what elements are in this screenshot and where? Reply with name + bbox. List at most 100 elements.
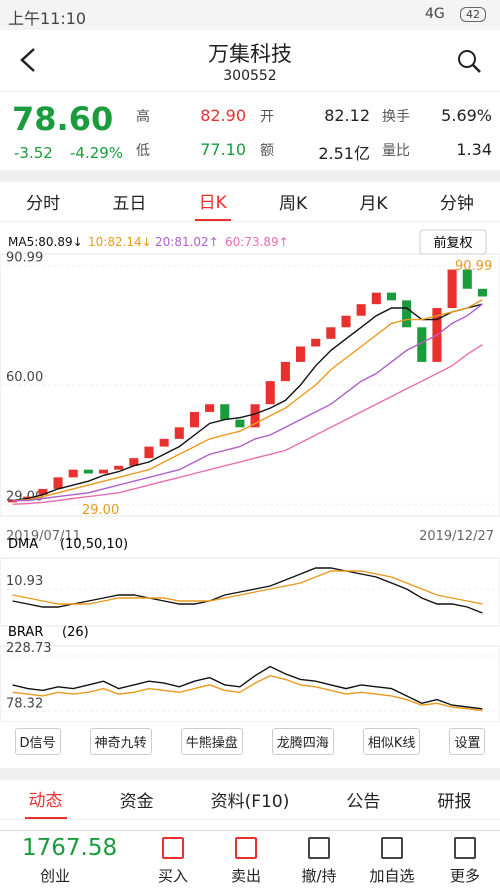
button-frame: [419, 229, 487, 255]
action-icon[interactable]: [381, 837, 403, 859]
tool-button[interactable]: 设置: [449, 727, 486, 755]
action-icon[interactable]: [162, 837, 184, 859]
period-tab[interactable]: 月K: [359, 194, 388, 214]
tool-button[interactable]: 相似K线: [362, 727, 421, 755]
y-tick-label: 60.00: [6, 370, 43, 385]
period-tab[interactable]: 分时: [26, 194, 61, 214]
candle: [53, 477, 63, 489]
candle: [174, 427, 184, 439]
period-tab[interactable]: 五日: [112, 194, 147, 214]
info-tab[interactable]: 动态: [24, 780, 67, 819]
candle: [326, 327, 336, 339]
stat-value: 77.10: [200, 140, 246, 159]
candle: [280, 361, 290, 382]
candle: [38, 488, 48, 495]
line-series: [12, 303, 483, 502]
info-tab[interactable]: 资料(F10): [210, 792, 290, 812]
stock-name: 万集科技: [208, 42, 292, 66]
indicator-name[interactable]: DMA: [8, 537, 38, 552]
info-tab[interactable]: 研报: [437, 792, 472, 812]
action-label[interactable]: 撤/持: [301, 867, 337, 885]
indicator-name[interactable]: BRAR: [8, 625, 43, 640]
index-value: 1767.58: [22, 835, 118, 861]
candle: [341, 315, 351, 328]
price: 78.60: [12, 100, 114, 138]
date-label: 2019/12/27: [419, 529, 494, 544]
indicator-params: (10,50,10): [60, 537, 128, 552]
action-icon[interactable]: [308, 837, 330, 859]
panel-frame: [0, 645, 500, 722]
stat-label: 额: [260, 143, 274, 159]
index-name: 创业: [40, 867, 71, 885]
search-button[interactable]: [456, 48, 482, 74]
tool-button[interactable]: 龙腾四海: [271, 727, 334, 755]
stat-label: 换手: [382, 109, 410, 125]
period-tabs: 分时 五日 日K 周K 月K 分钟: [0, 182, 500, 222]
change: -3.52: [14, 144, 53, 162]
action-label[interactable]: 卖出: [230, 867, 261, 885]
back-button[interactable]: [16, 46, 40, 74]
adjust-button[interactable]: 前复权: [433, 235, 472, 251]
y-tick-label: 78.32: [6, 696, 43, 711]
stat-value: 1.34: [456, 140, 492, 159]
high-marker: 90.99: [455, 259, 492, 274]
y-tick-label: 90.99: [6, 251, 43, 266]
candle: [386, 292, 397, 301]
stat-label: 开: [260, 109, 274, 125]
battery: 42: [460, 7, 486, 22]
stat-label: 低: [136, 143, 150, 159]
line-series: [12, 299, 483, 502]
candle: [296, 346, 306, 362]
line-series: [12, 303, 483, 502]
tool-button[interactable]: D信号: [14, 727, 61, 755]
legend-entry: 10:82.14↓: [88, 235, 152, 249]
line-series: [12, 344, 483, 505]
candle: [250, 404, 260, 428]
period-tab[interactable]: 分钟: [439, 194, 474, 214]
stat-value: 82.90: [200, 106, 246, 125]
candle: [114, 465, 124, 470]
info-tab[interactable]: 资金: [119, 792, 154, 812]
tool-button[interactable]: 牛熊操盘: [180, 727, 243, 755]
action-label[interactable]: 更多: [449, 867, 480, 885]
line-series: [12, 674, 483, 712]
candle: [220, 404, 230, 420]
action-label[interactable]: 加自选: [369, 867, 415, 885]
period-tab[interactable]: 日K: [194, 182, 231, 221]
low-marker: 29.00: [82, 503, 119, 518]
candle: [159, 438, 169, 447]
candle: [477, 288, 487, 297]
candle: [371, 292, 381, 305]
candle: [447, 269, 457, 309]
chart-area: 29.00 60.00 90.99 MA5:80.89↓ 10:82.14↓20:81.…: [0, 229, 500, 722]
period-tab[interactable]: 周K: [279, 194, 308, 214]
action-icon[interactable]: [235, 837, 257, 859]
line-series: [12, 567, 483, 614]
tool-button[interactable]: 神奇九转: [89, 727, 152, 755]
stat-value: 82.12: [324, 106, 370, 125]
y-tick-label: 228.73: [6, 641, 52, 656]
action-icon[interactable]: [454, 837, 476, 859]
divider: [0, 768, 500, 780]
stock-code: 300552: [223, 68, 277, 84]
candle: [144, 446, 154, 459]
candle: [8, 500, 18, 503]
indicator-params: (26): [62, 625, 89, 640]
date-label: 2019/07/11: [6, 529, 81, 544]
time: 上午11:10: [8, 9, 87, 28]
panel-frame: [0, 253, 500, 517]
tool-buttons: D信号 神奇九转 牛熊操盘 龙腾四海 相似K线 设置: [0, 727, 500, 755]
bottom-bar: 1767.58 创业 买入 卖出 撤/持 加自选 更多: [0, 830, 500, 888]
stat-label: 量比: [382, 143, 410, 159]
candle: [98, 469, 109, 474]
action-label[interactable]: 买入: [157, 867, 188, 885]
y-tick-label: 10.93: [6, 574, 43, 589]
legend-entry: 20:81.02↑: [155, 235, 219, 249]
candle: [205, 404, 215, 412]
line-series: [12, 665, 483, 710]
candle: [235, 419, 245, 428]
stat-label: 高: [136, 109, 150, 125]
candle: [356, 304, 366, 316]
info-tab[interactable]: 公告: [346, 792, 381, 812]
